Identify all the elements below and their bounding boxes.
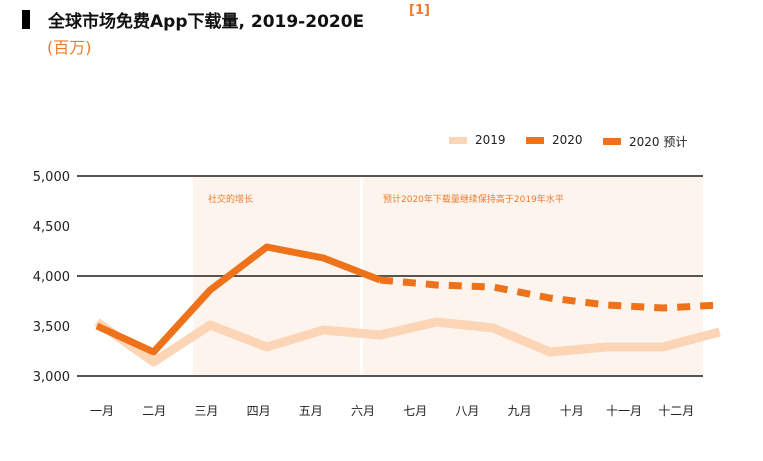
x-tick-label: 十二月 [658,404,694,418]
series-line-2019 [94,317,721,367]
title-marker [22,10,30,29]
x-tick-label: 二月 [142,404,166,418]
series-line-2020 [95,243,382,356]
x-tick-label: 五月 [299,404,323,418]
unit-label: (百万) [47,38,92,57]
reference-note: [1] [409,3,430,18]
annotation-label: 预计2020年下载量继续保持高于2019年水平 [383,193,564,205]
x-tick-label: 四月 [247,404,271,418]
legend-swatch [449,136,467,144]
legend-swatch [526,136,544,144]
legend-label: 2020 [552,133,583,147]
x-tick-label: 三月 [194,404,218,418]
y-tick-label: 3,000 [33,370,70,385]
x-tick-label: 十月 [560,404,584,418]
x-tick-label: 十一月 [606,404,642,418]
legend-item-2020-forecast: 2020 预计 [603,133,687,150]
x-tick-label: 九月 [508,404,532,418]
legend-label: 2020 预计 [629,135,688,149]
chart-title: 全球市场免费App下载量, 2019-2020E [48,12,365,32]
x-tick-label: 一月 [90,404,114,418]
x-tick-label: 六月 [351,404,375,418]
y-tick-label: 4,500 [33,220,70,235]
y-tick-label: 4,000 [33,270,70,285]
y-tick-label: 5,000 [33,170,70,185]
legend-label: 2019 [475,133,506,147]
x-tick-label: 八月 [455,404,479,418]
legend-swatch [603,138,621,145]
x-tick-label: 七月 [403,404,427,418]
legend-item-2020: 2020 [526,133,583,147]
annotation-label: 社交的增长 [208,193,253,205]
y-tick-label: 3,500 [33,320,70,335]
legend-item-2019: 2019 [449,133,506,147]
